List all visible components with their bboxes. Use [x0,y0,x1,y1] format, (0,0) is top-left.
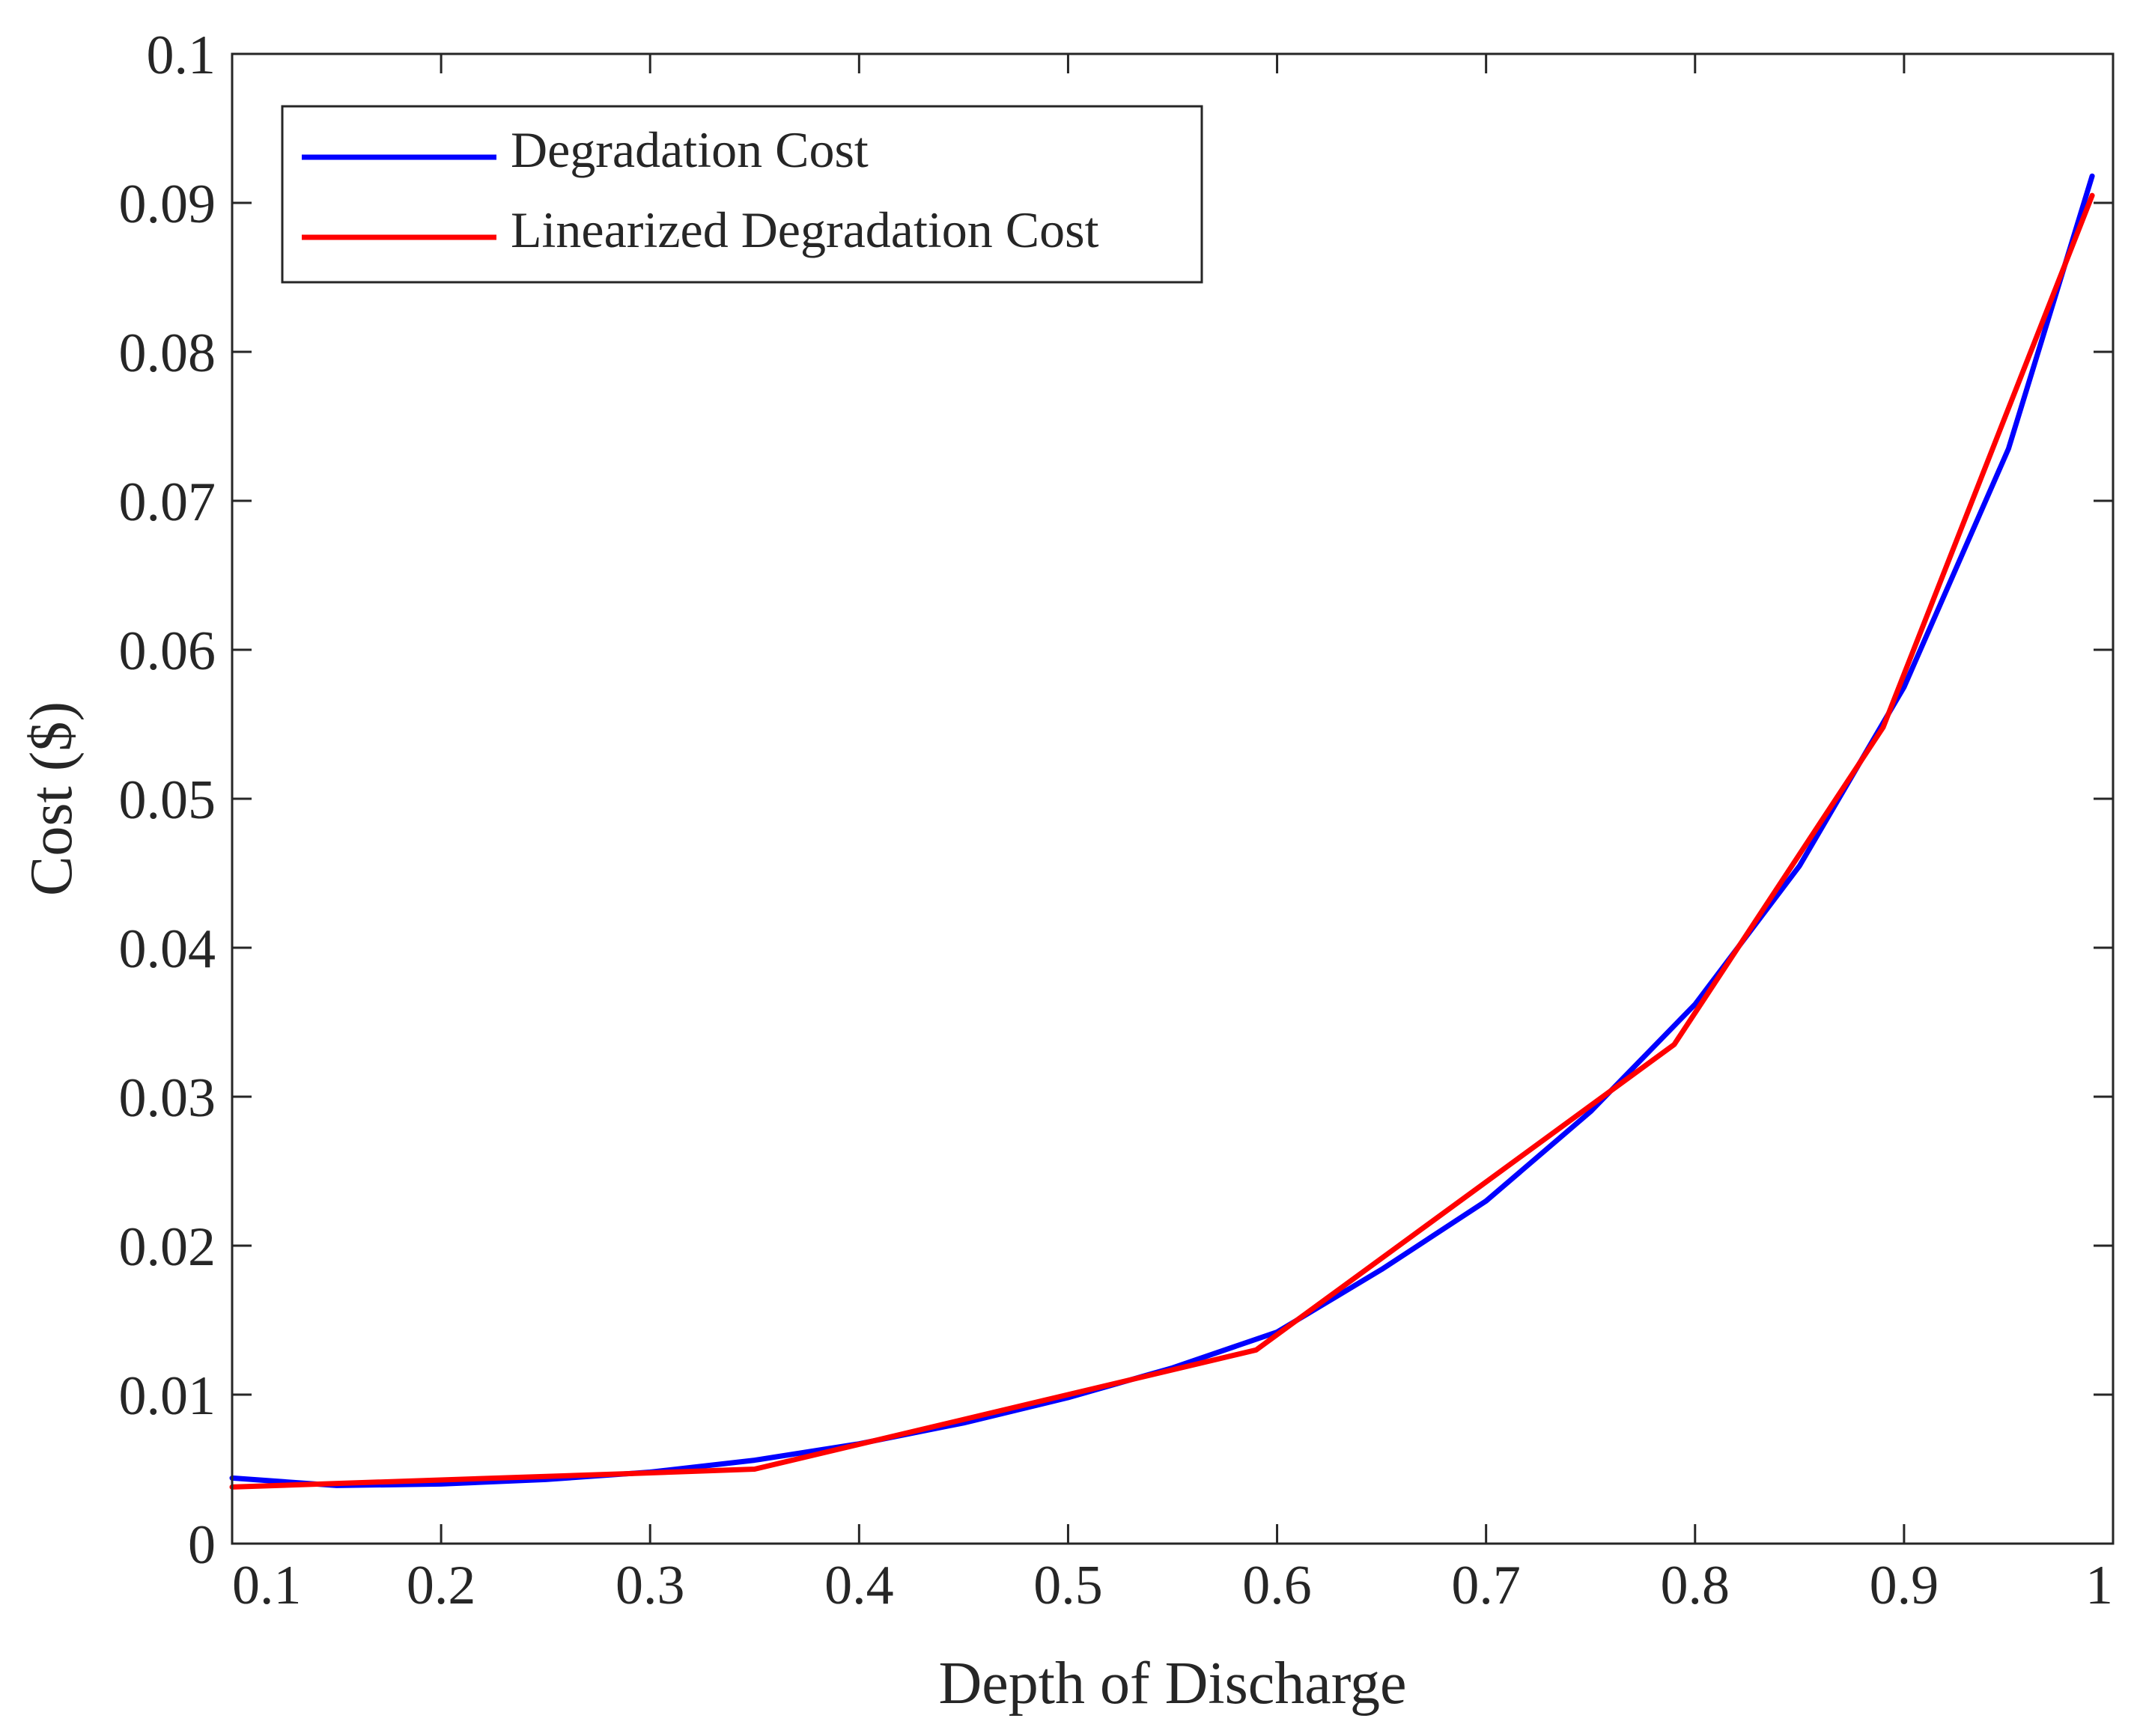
x-tick-label: 0.1 [232,1555,302,1616]
y-tick-label: 0.09 [119,174,216,235]
x-tick-label: 0.2 [407,1555,476,1616]
x-tick-label: 0.7 [1451,1555,1521,1616]
x-tick-label: 0.9 [1870,1555,1939,1616]
x-tick-label: 0.4 [824,1555,894,1616]
tick-layer: 0.1 0.2 0.3 0.4 0.5 0.6 0.7 0.8 0.9 1 0 0.01 0.02 0.0… [119,25,2115,1616]
plot-area [232,54,2113,1544]
y-tick-label: 0.02 [119,1216,216,1278]
y-tick-label: 0.08 [119,323,216,384]
x-tick-label: 1 [2085,1555,2113,1616]
y-axis-label: Cost ($) [19,701,85,896]
y-tick-label: 0.1 [147,25,216,86]
series-line-linearized-degradation-cost [229,192,2095,1490]
x-tick-label: 0.3 [615,1555,685,1616]
legend-label-linearized-degradation-cost: Linearized Degradation Cost [511,201,1099,258]
legend-box [281,105,1203,284]
x-axis-label: Depth of Discharge [939,1651,1407,1717]
y-tick-label: 0.05 [119,770,216,831]
x-tick-label: 0.6 [1242,1555,1312,1616]
series-layer [229,173,2095,1490]
legend-label-degradation-cost: Degradation Cost [511,121,869,178]
x-tick-label: 0.8 [1661,1555,1730,1616]
x-tick-label: 0.5 [1033,1555,1103,1616]
y-tick-label: 0.07 [119,472,216,533]
legend: Degradation Cost Linearized Degradation … [281,105,1203,284]
y-tick-label: 0.01 [119,1365,216,1427]
y-tick-label: 0.03 [119,1068,216,1129]
y-tick-label: 0.04 [119,919,216,980]
y-tick-label: 0 [188,1514,216,1576]
y-tick-label: 0.06 [119,621,216,682]
